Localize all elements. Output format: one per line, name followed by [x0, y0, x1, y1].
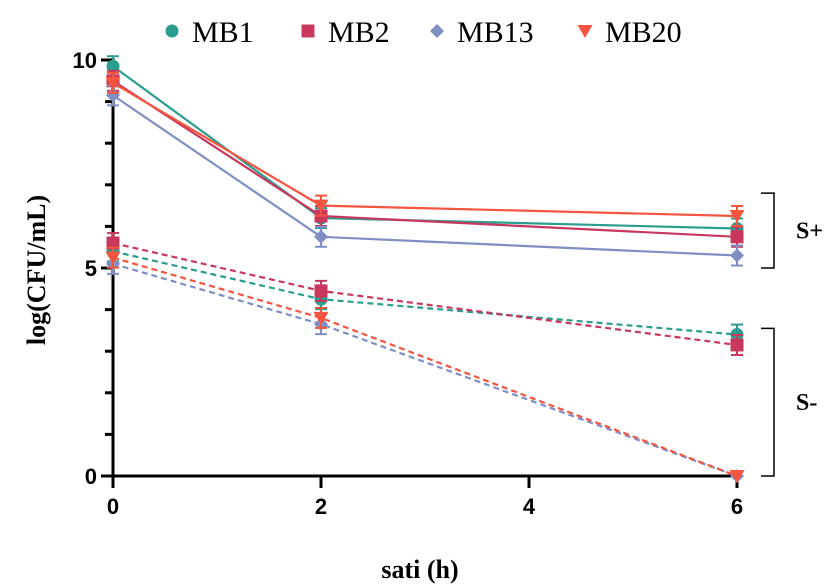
bracket-s-plus: S+: [761, 192, 823, 269]
legend-label: MB2: [328, 16, 390, 49]
legend-item-mb13: MB13: [430, 16, 534, 49]
series-line: [112, 256, 738, 478]
series-mb20-s-plus: [105, 71, 745, 227]
legend-marker: [430, 24, 444, 38]
legend-label: MB13: [457, 16, 534, 49]
bracket-label: S-: [796, 390, 817, 416]
series-mb1-s-plus: [106, 55, 744, 240]
series-mb20-s-minus: [105, 246, 745, 483]
legend-label: MB20: [605, 16, 682, 49]
data-point: [106, 88, 120, 103]
legend-marker: [165, 24, 179, 38]
x-tick-label: 6: [731, 494, 743, 519]
data-point: [313, 199, 329, 213]
series-line: [112, 65, 738, 230]
x-tick-label: 0: [107, 494, 119, 519]
x-tick-label: 2: [315, 494, 327, 519]
x-tick-label: 4: [523, 494, 536, 519]
legend-marker: [577, 25, 593, 38]
series-mb13-s-minus: [106, 252, 744, 483]
data-point: [314, 284, 328, 298]
series-line: [112, 81, 738, 218]
data-point: [729, 470, 745, 483]
data-point: [106, 59, 120, 73]
bracket-line: [761, 327, 775, 477]
series-layer: [105, 55, 745, 483]
y-tick-label: 5: [85, 256, 97, 281]
bracket-label: S+: [796, 219, 823, 245]
data-point: [313, 311, 329, 325]
annotations: S+ S-: [761, 192, 823, 477]
legend: MB1 MB2 MB13 MB20: [165, 16, 682, 49]
x-axis-title: sati (h): [381, 555, 458, 584]
series-line: [112, 262, 738, 478]
bracket-line: [761, 192, 775, 269]
data-point: [105, 76, 121, 90]
data-point: [730, 338, 744, 352]
bracket-s-minus: S-: [761, 327, 817, 477]
axes: 0 5 10 0 2 4 6: [73, 48, 744, 519]
legend-item-mb2: MB2: [301, 16, 390, 49]
y-tick-label: 10: [73, 48, 97, 73]
data-point: [105, 251, 121, 265]
series-mb1-s-minus: [106, 240, 744, 346]
legend-marker: [301, 24, 315, 38]
legend-label: MB1: [192, 16, 254, 49]
series-line: [112, 241, 738, 347]
series-mb2-s-minus: [106, 232, 744, 356]
y-tick-label: 0: [85, 464, 97, 489]
data-point: [730, 248, 744, 263]
data-point: [314, 229, 328, 244]
data-point: [106, 236, 120, 250]
y-axis-title: log(CFU/mL): [22, 195, 51, 345]
series-mb13-s-plus: [106, 84, 744, 267]
legend-item-mb1: MB1: [165, 16, 254, 49]
legend-item-mb20: MB20: [577, 16, 682, 49]
series-mb2-s-plus: [106, 69, 744, 248]
data-point: [730, 230, 744, 244]
data-point: [729, 210, 745, 223]
